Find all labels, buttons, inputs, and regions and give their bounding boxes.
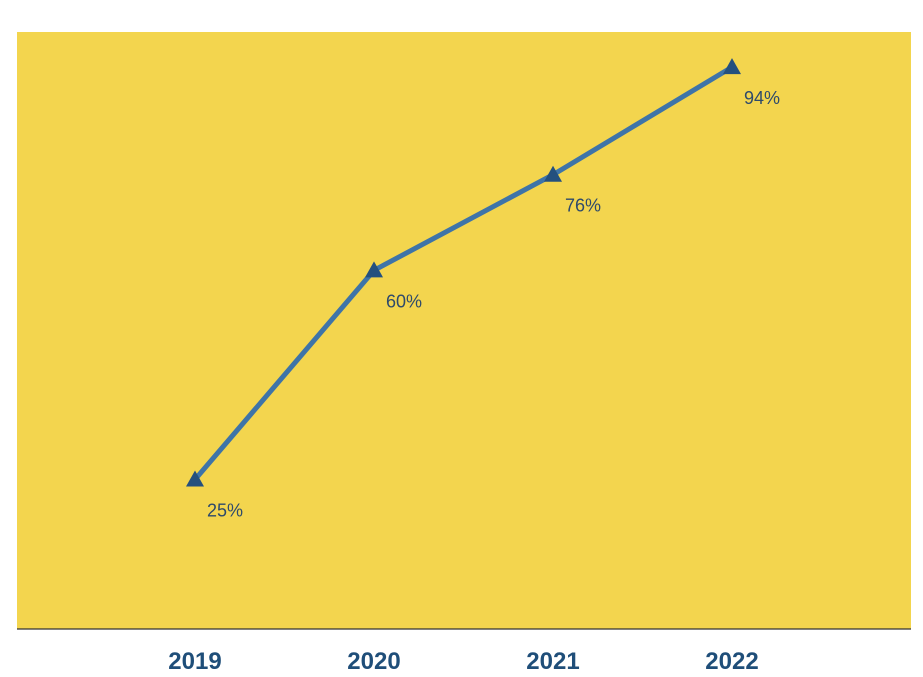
x-tick-label: 2022 <box>705 648 758 675</box>
series-line <box>193 65 734 482</box>
data-label: 94% <box>744 88 780 108</box>
x-tick-label: 2021 <box>526 648 579 675</box>
x-tick-label: 2020 <box>347 648 400 675</box>
x-tick-labels: 2019 2020 2021 2022 <box>168 648 758 675</box>
data-label: 60% <box>386 291 422 311</box>
plot-area <box>17 32 911 629</box>
data-label-layer: 25% 60% 76% 94% <box>207 88 780 520</box>
data-label: 76% <box>565 196 601 216</box>
data-label: 25% <box>207 501 243 521</box>
x-tick-label: 2019 <box>168 648 221 675</box>
data-point-marker <box>723 58 741 75</box>
data-point-marker <box>544 165 562 182</box>
data-point-marker <box>186 470 204 487</box>
data-point-marker <box>365 261 383 278</box>
marker-layer <box>186 58 741 487</box>
series-layer <box>193 65 734 482</box>
